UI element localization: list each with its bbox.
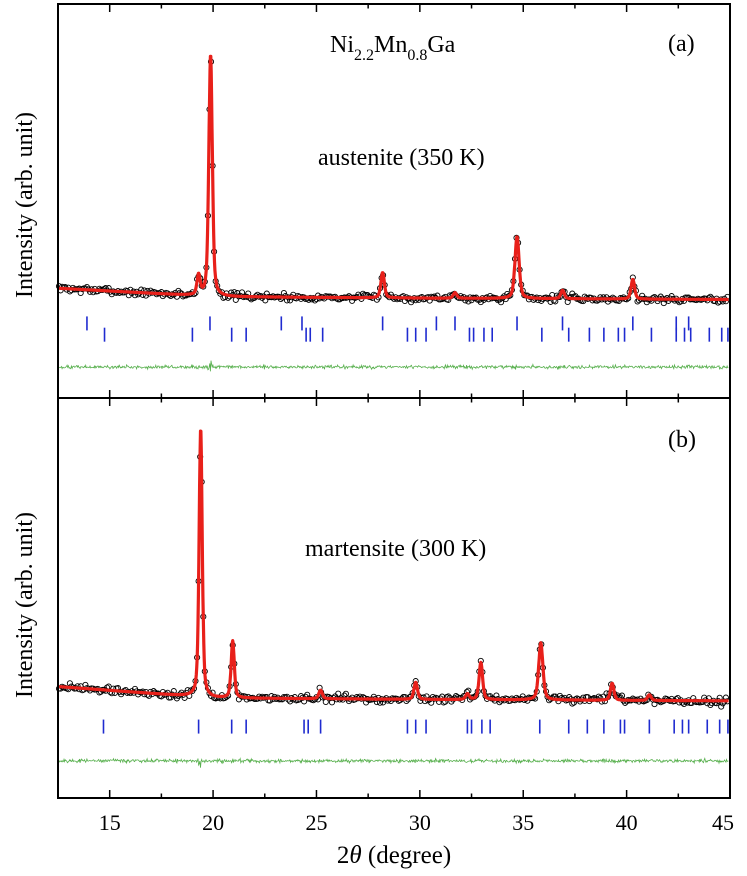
- x-tick-label: 20: [202, 810, 224, 835]
- x-axis-tick-labels: 15 20 25 30 35 40 45: [99, 810, 734, 835]
- panel-b-data: [55, 429, 731, 768]
- panel-b-label: (b): [668, 427, 696, 453]
- observed-series: [55, 453, 731, 710]
- x-tick-label: 30: [409, 810, 431, 835]
- x-tick-label: 25: [305, 810, 327, 835]
- composition-label: Ni2.2Mn0.8Ga: [330, 32, 456, 64]
- observed-point: [335, 690, 342, 697]
- calculated-profile-line: [57, 429, 730, 703]
- panel-a-frame: [57, 3, 731, 399]
- x-tick-label: 40: [616, 810, 638, 835]
- x-tick-label: 15: [99, 810, 121, 835]
- panel-a: Ni2.2Mn0.8Ga (a) austenite (350 K) Inten…: [12, 31, 731, 372]
- panel-b-annotation: martensite (300 K): [305, 536, 486, 562]
- difference-curve-line: [58, 757, 729, 768]
- bragg-position-ticks: [86, 316, 729, 342]
- observed-point: [718, 703, 725, 710]
- panel-a-label: (a): [668, 31, 695, 57]
- observed-series: [55, 58, 731, 307]
- bragg-position-ticks: [102, 719, 729, 734]
- x-tick-label: 45: [712, 810, 734, 835]
- calculated-profile-line: [57, 54, 730, 302]
- x-axis-label: 2θ (degree): [337, 842, 451, 869]
- panel-a-ylabel: Intensity (arb. unit): [12, 112, 38, 298]
- observed-point: [280, 289, 287, 297]
- difference-curve-line: [58, 360, 729, 372]
- panel-b-ylabel: Intensity (arb. unit): [12, 512, 38, 698]
- x-tick-label: 35: [512, 810, 534, 835]
- panel-b-frame: [57, 397, 731, 799]
- x-axis-ticks: [57, 4, 731, 798]
- observed-point: [322, 698, 329, 706]
- panel-b: (b) martensite (300 K) Intensity (arb. u…: [12, 427, 731, 768]
- panel-a-data: [55, 54, 731, 372]
- panel-a-annotation: austenite (350 K): [318, 145, 485, 171]
